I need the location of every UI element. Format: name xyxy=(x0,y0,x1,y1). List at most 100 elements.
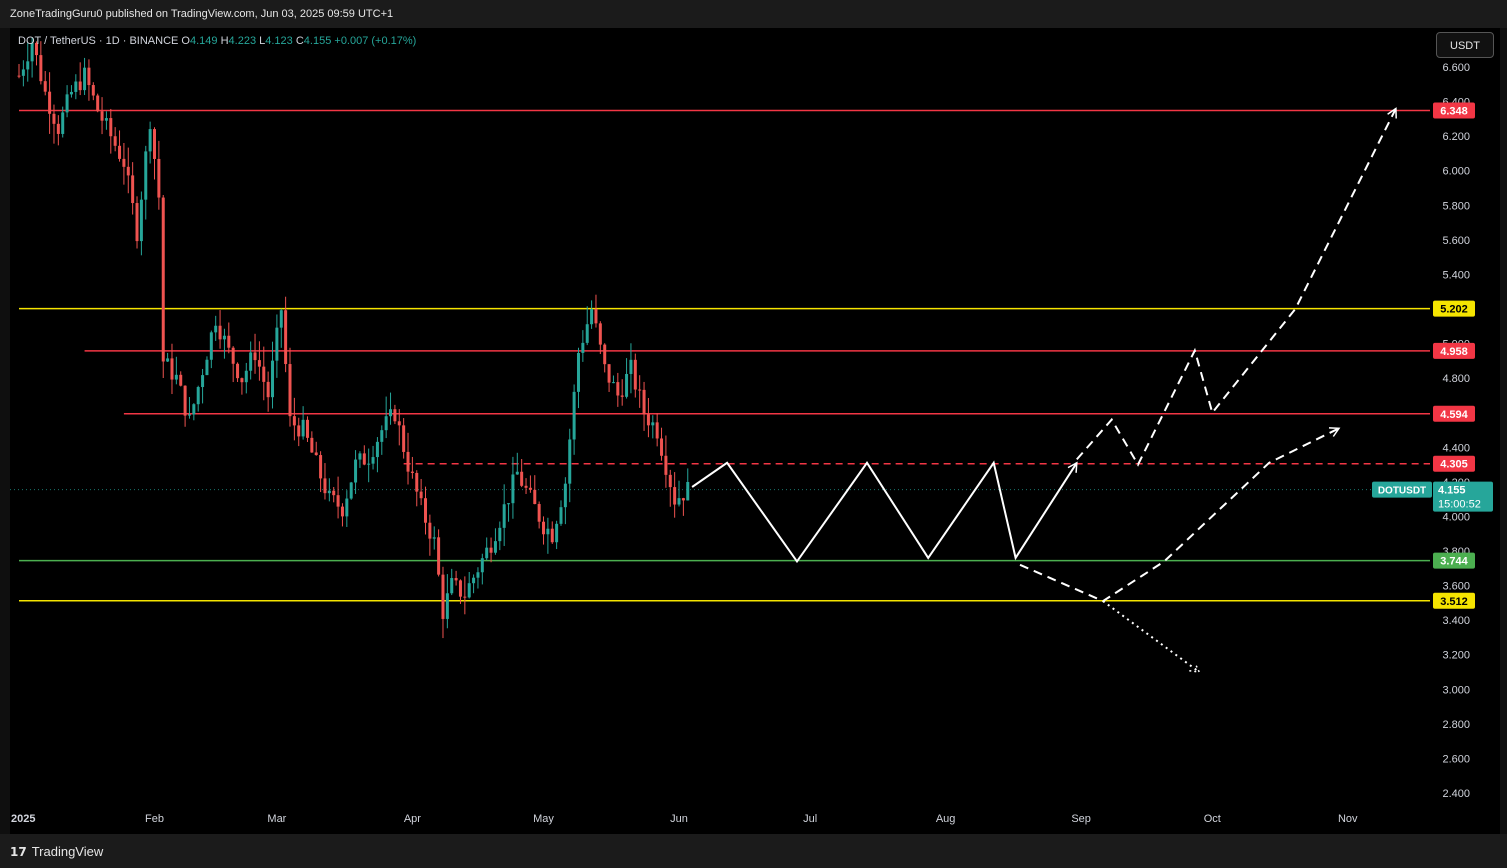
candle-body xyxy=(402,425,406,452)
chart-frame[interactable] xyxy=(10,28,1500,834)
candle-body xyxy=(489,547,493,553)
candle-body xyxy=(83,67,87,91)
candle-body xyxy=(69,91,73,95)
candle-body xyxy=(638,389,642,391)
projection-path-3 xyxy=(1019,427,1340,603)
x-tick-label: Sep xyxy=(1071,813,1091,825)
candle-body xyxy=(454,578,458,581)
price-tag-label: 3.744 xyxy=(1440,556,1468,568)
candle-body xyxy=(227,335,231,348)
candle-body xyxy=(480,558,484,573)
candles xyxy=(17,37,690,639)
candle-body xyxy=(384,416,388,431)
arrow-head xyxy=(1189,662,1201,673)
candle-body xyxy=(113,136,117,146)
x-tick-label: Oct xyxy=(1204,813,1221,825)
price-tag-label: 5.202 xyxy=(1440,304,1468,316)
candle-body xyxy=(542,521,546,535)
candle-body xyxy=(371,457,375,464)
candle-body xyxy=(375,441,379,458)
last-price-tag-bg xyxy=(1433,481,1493,512)
candle-body xyxy=(340,506,344,517)
price-tag-bg xyxy=(1433,405,1475,422)
candle-body xyxy=(524,485,528,488)
open-label: O xyxy=(181,35,190,47)
candle-body xyxy=(467,583,471,598)
candle-body xyxy=(275,327,279,361)
tradingview-logo-icon: 17 xyxy=(10,844,27,859)
candle-body xyxy=(179,374,183,386)
candle-body xyxy=(354,459,358,483)
x-tick-label: Aug xyxy=(936,813,956,825)
price-tag-label: 6.348 xyxy=(1440,106,1468,118)
tradingview-brand[interactable]: 17 TradingView xyxy=(10,844,103,859)
candle-body xyxy=(236,363,240,379)
y-tick-label: 5.400 xyxy=(1442,269,1470,281)
candle-body xyxy=(100,111,104,121)
candle-body xyxy=(528,487,532,490)
price-tag-bg xyxy=(1433,552,1475,569)
candle-body xyxy=(332,490,336,496)
y-tick-label: 2.600 xyxy=(1442,753,1470,765)
candle-body xyxy=(655,422,659,439)
candle-body xyxy=(187,414,191,416)
projection-path-1 xyxy=(691,460,1078,564)
price-tags: 6.348 5.202 4.958 4.594 4.305 3.744 3.512 DOTUS… xyxy=(1372,102,1493,609)
candle-body xyxy=(222,335,226,340)
candle-body xyxy=(61,112,65,134)
candle-body xyxy=(507,503,511,505)
candle-body xyxy=(646,414,650,426)
candle-body xyxy=(441,574,445,619)
candle-body xyxy=(410,471,414,473)
candle-body xyxy=(345,498,349,517)
y-tick-label: 6.600 xyxy=(1442,62,1470,74)
candle-body xyxy=(74,81,78,92)
y-tick-label: 3.600 xyxy=(1442,581,1470,593)
candle-body xyxy=(209,332,213,360)
candle-body xyxy=(327,490,331,494)
y-tick-label: 6.200 xyxy=(1442,131,1470,143)
candle-body xyxy=(323,478,327,494)
x-tick-label: Feb xyxy=(145,813,164,825)
candle-body xyxy=(43,81,47,92)
candle-body xyxy=(301,419,305,437)
candle-body xyxy=(576,352,580,392)
candle-body xyxy=(34,42,38,56)
projection-drawings xyxy=(691,107,1397,673)
top-bar: ZoneTradingGuru0 published on TradingVie… xyxy=(0,0,1507,28)
candle-body xyxy=(262,366,266,382)
price-tag-bg xyxy=(1433,102,1475,119)
candle-body xyxy=(205,359,209,376)
price-tag-label: 4.594 xyxy=(1440,409,1468,421)
candle-body xyxy=(598,323,602,345)
low-value: 4.123 xyxy=(265,35,293,47)
candle-body xyxy=(349,482,353,499)
y-tick-label: 5.800 xyxy=(1442,200,1470,212)
candle-body xyxy=(174,374,178,380)
candle-body xyxy=(257,360,261,367)
time-axis: 2025 Feb Mar Apr May Jun Jul Aug Sep Oct Nov xyxy=(11,813,1358,825)
candle-body xyxy=(537,504,541,522)
candle-body xyxy=(629,359,633,374)
candle-body xyxy=(406,451,410,472)
change-value: +0.007 (+0.17%) xyxy=(334,35,417,47)
candle-body xyxy=(288,364,292,417)
candle-body xyxy=(651,422,655,426)
y-tick-label: 3.400 xyxy=(1442,615,1470,627)
open-value: 4.149 xyxy=(189,35,218,47)
close-value: 4.155 xyxy=(303,35,332,47)
symbol-name[interactable]: DOT / TetherUS · 1D · BINANCE xyxy=(18,35,179,47)
candle-body xyxy=(485,547,489,559)
price-tag-label: 4.958 xyxy=(1440,346,1468,358)
candle-body xyxy=(581,342,585,353)
arrow-head xyxy=(1328,427,1341,437)
candle-body xyxy=(437,537,441,575)
candle-body xyxy=(244,370,248,383)
currency-button[interactable]: USDT xyxy=(1436,32,1494,58)
candle-body xyxy=(310,437,314,453)
candle-body xyxy=(218,325,222,340)
candle-body xyxy=(170,358,174,380)
candle-body xyxy=(660,438,664,456)
y-tick-label: 3.000 xyxy=(1442,684,1470,696)
